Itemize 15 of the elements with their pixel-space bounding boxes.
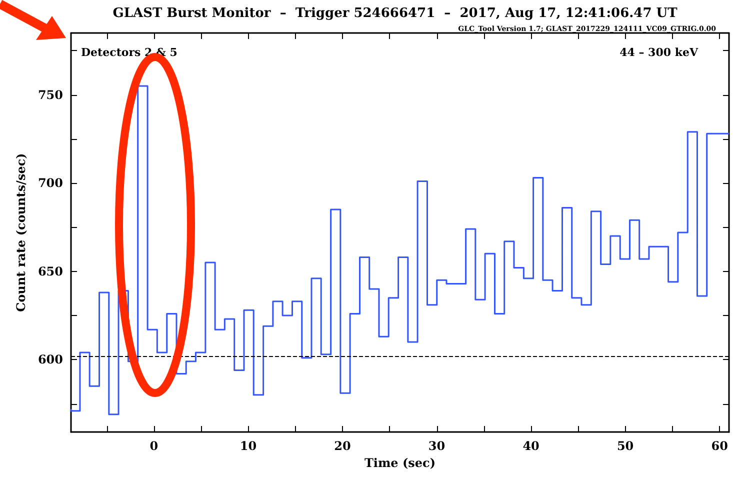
x-tick-label: 30 bbox=[428, 439, 446, 453]
chart-title: GLAST Burst Monitor – Trigger 524666471 – 2017, Aug 17, 12:41:06.47 UT bbox=[112, 6, 678, 21]
x-tick-label: 60 bbox=[711, 439, 728, 453]
y-tick-label: 650 bbox=[38, 264, 63, 278]
y-axis-title: Count rate (counts/sec) bbox=[14, 153, 28, 312]
y-tick-label: 700 bbox=[38, 176, 63, 190]
annotation: 44 – 300 keV bbox=[620, 46, 698, 59]
x-tick-label: 40 bbox=[522, 439, 540, 453]
x-tick-label: 0 bbox=[150, 439, 158, 453]
y-tick-label: 750 bbox=[38, 88, 63, 102]
x-tick-label: 20 bbox=[334, 439, 351, 453]
x-tick-label: 50 bbox=[616, 439, 634, 453]
x-axis-title: Time (sec) bbox=[364, 456, 436, 470]
x-tick-label: 10 bbox=[240, 439, 257, 453]
y-tick-label: 600 bbox=[38, 352, 63, 367]
